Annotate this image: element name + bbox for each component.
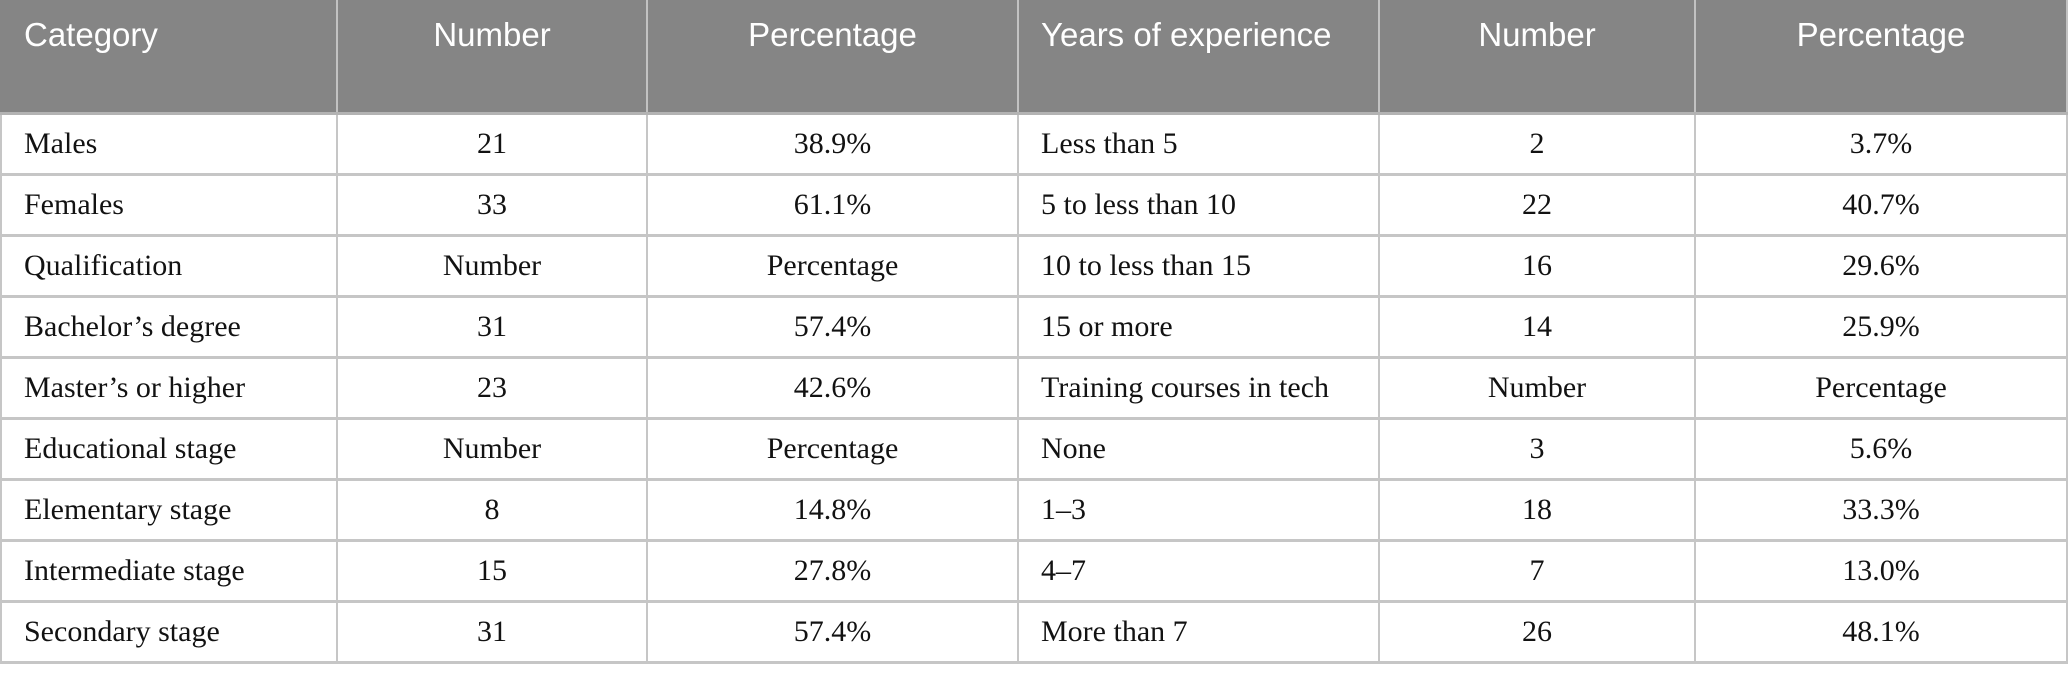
table-cell: 13.0% [1695,540,2068,603]
table-cell: 16 [1379,235,1696,298]
table-cell: 18 [1379,479,1696,542]
table-cell: 7 [1379,540,1696,603]
table-cell: Number [1379,357,1696,420]
table-cell: Master’s or higher [0,357,338,420]
table-cell: 1–3 [1018,479,1380,542]
table-cell: Females [0,174,338,237]
table-cell: 57.4% [647,601,1019,664]
header-cell-category: Category [0,0,338,115]
table-cell: Percentage [1695,357,2068,420]
table-row: Intermediate stage 15 27.8% 4–7 7 13.0% [0,540,2068,603]
table-cell: 15 or more [1018,296,1380,359]
table-cell: 3 [1379,418,1696,481]
table-cell: 23 [337,357,648,420]
table-row: Secondary stage 31 57.4% More than 7 26 … [0,601,2068,664]
table-cell: Bachelor’s degree [0,296,338,359]
table-row: Females 33 61.1% 5 to less than 10 22 40… [0,174,2068,237]
table-cell: 10 to less than 15 [1018,235,1380,298]
table-cell: 3.7% [1695,113,2068,176]
table-cell: 25.9% [1695,296,2068,359]
table-cell: 8 [337,479,648,542]
table-cell: 31 [337,296,648,359]
table-row: Elementary stage 8 14.8% 1–3 18 33.3% [0,479,2068,542]
table-cell: 27.8% [647,540,1019,603]
table-cell: 26 [1379,601,1696,664]
table-cell: 15 [337,540,648,603]
table-cell: 61.1% [647,174,1019,237]
table-cell: Less than 5 [1018,113,1380,176]
header-row: Category Number Percentage Years of expe… [0,0,2068,115]
header-cell-percentage-1: Percentage [647,0,1019,115]
table-cell: Intermediate stage [0,540,338,603]
table-cell: 57.4% [647,296,1019,359]
header-cell-number-1: Number [337,0,648,115]
table-cell: 14.8% [647,479,1019,542]
table-cell: 38.9% [647,113,1019,176]
table-cell: 2 [1379,113,1696,176]
table-body: Males 21 38.9% Less than 5 2 3.7% Female… [0,113,2068,664]
table-row: Bachelor’s degree 31 57.4% 15 or more 14… [0,296,2068,359]
table-cell: 21 [337,113,648,176]
table-cell: Educational stage [0,418,338,481]
table-header: Category Number Percentage Years of expe… [0,0,2068,115]
header-cell-percentage-2: Percentage [1695,0,2068,115]
table-cell: 22 [1379,174,1696,237]
table-cell: 42.6% [647,357,1019,420]
demographics-table: Category Number Percentage Years of expe… [0,0,2068,664]
table-row: Master’s or higher 23 42.6% Training cou… [0,357,2068,420]
table-cell: Males [0,113,338,176]
table-row: Males 21 38.9% Less than 5 2 3.7% [0,113,2068,176]
table-row: Educational stage Number Percentage None… [0,418,2068,481]
table-cell: 29.6% [1695,235,2068,298]
table-cell: 14 [1379,296,1696,359]
table-cell: Percentage [647,235,1019,298]
table-cell: Training courses in tech [1018,357,1380,420]
table-cell: Percentage [647,418,1019,481]
table-cell: Qualification [0,235,338,298]
table-row: Qualification Number Percentage 10 to le… [0,235,2068,298]
table-cell: 31 [337,601,648,664]
table-cell: 5.6% [1695,418,2068,481]
table-cell: 40.7% [1695,174,2068,237]
table-cell: 4–7 [1018,540,1380,603]
table-cell: 5 to less than 10 [1018,174,1380,237]
table-cell: Number [337,235,648,298]
table-cell: Number [337,418,648,481]
table-cell: Secondary stage [0,601,338,664]
header-cell-number-2: Number [1379,0,1696,115]
table-cell: 33 [337,174,648,237]
table-cell: More than 7 [1018,601,1380,664]
header-cell-years-of-experience: Years of experience [1018,0,1380,115]
table-cell: 33.3% [1695,479,2068,542]
table-cell: Elementary stage [0,479,338,542]
table-cell: None [1018,418,1380,481]
table-cell: 48.1% [1695,601,2068,664]
